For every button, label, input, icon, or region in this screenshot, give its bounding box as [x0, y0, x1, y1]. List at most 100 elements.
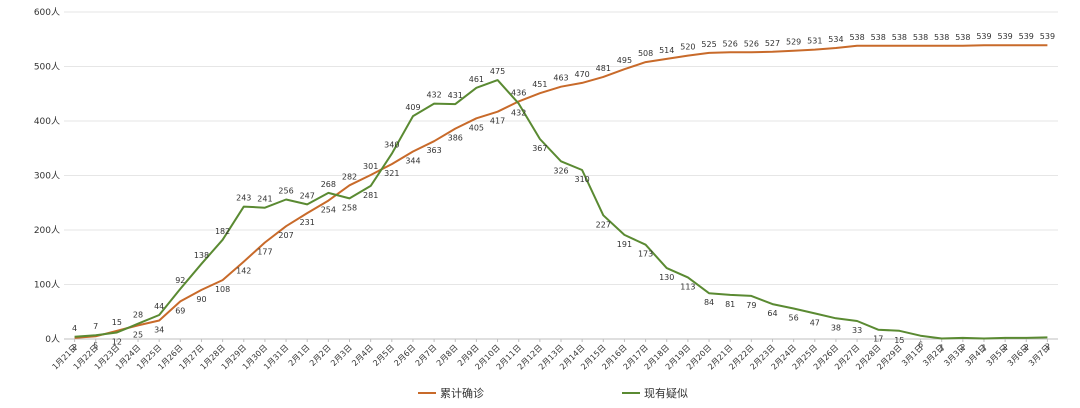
data-label: 90	[196, 295, 206, 304]
data-label: 281	[363, 191, 378, 200]
data-label: 15	[894, 336, 904, 345]
legend-label: 现有疑似	[644, 386, 688, 400]
data-label: 113	[680, 282, 695, 291]
data-label: 207	[278, 231, 293, 240]
data-label: 2	[960, 343, 965, 352]
data-label: 520	[680, 43, 695, 52]
data-label: 538	[849, 33, 864, 42]
x-tick-label: 2月3日	[329, 343, 354, 368]
data-label: 241	[257, 195, 272, 204]
data-label: 38	[831, 323, 841, 332]
data-label: 79	[746, 301, 756, 310]
data-label: 475	[490, 67, 505, 76]
y-tick-label: 600人	[34, 7, 60, 18]
data-label: 227	[596, 220, 611, 229]
data-label: 340	[384, 141, 399, 150]
series-line-1	[74, 44, 1048, 339]
data-label: 326	[553, 166, 568, 175]
data-label: 268	[321, 180, 336, 189]
y-axis-ticks: 0人 100人 200人 300人 400人 500人 600人	[34, 7, 60, 345]
data-label: 138	[194, 251, 209, 260]
series-lines	[74, 44, 1048, 340]
data-label: 344	[405, 157, 420, 166]
data-label: 84	[704, 298, 714, 307]
data-label: 5	[93, 341, 98, 350]
data-label: 495	[617, 56, 632, 65]
data-label: 47	[810, 318, 820, 327]
gridlines	[64, 11, 1058, 340]
data-label: 108	[215, 285, 230, 294]
data-label: 508	[638, 49, 653, 58]
data-label: 4	[72, 324, 77, 333]
data-label: 526	[744, 39, 759, 48]
data-label: 432	[511, 109, 526, 118]
data-label: 432	[426, 91, 441, 100]
data-label: 538	[934, 33, 949, 42]
data-label: 405	[469, 123, 484, 132]
data-label: 431	[448, 91, 463, 100]
data-label: 310	[575, 175, 590, 184]
data-label: 130	[659, 273, 674, 282]
data-label: 436	[511, 88, 526, 97]
data-label: 451	[532, 80, 547, 89]
data-label: 6	[918, 341, 923, 350]
legend-label: 累计确诊	[440, 386, 484, 400]
data-labels: 2 515253469901081421772072312542823013213…	[72, 32, 1055, 352]
data-label: 367	[532, 144, 547, 153]
data-label: 526	[723, 39, 738, 48]
data-label: 25	[133, 330, 143, 339]
data-label: 538	[871, 33, 886, 42]
data-label: 191	[617, 240, 632, 249]
y-tick-label: 400人	[34, 116, 60, 127]
data-label: 44	[154, 302, 164, 311]
data-label: 254	[321, 206, 336, 215]
legend: 累计确诊 现有疑似	[418, 386, 688, 400]
data-label: 231	[300, 218, 315, 227]
data-label: 1	[981, 343, 986, 352]
data-label: 363	[426, 146, 441, 155]
data-label: 64	[767, 309, 777, 318]
data-label: 3	[1045, 342, 1050, 351]
data-label: 417	[490, 117, 505, 126]
data-label: 17	[873, 335, 883, 344]
data-label: 470	[575, 70, 590, 79]
x-tick-label: 2月1日	[287, 343, 312, 368]
data-label: 56	[789, 313, 799, 322]
data-label: 2	[1003, 343, 1008, 352]
data-label: 282	[342, 172, 357, 181]
data-label: 539	[1019, 32, 1034, 41]
data-label: 481	[596, 64, 611, 73]
x-tick-label: 2月7日	[414, 343, 439, 368]
data-label: 247	[300, 191, 315, 200]
data-label: 301	[363, 162, 378, 171]
y-tick-label: 500人	[34, 62, 60, 73]
y-tick-label: 200人	[34, 225, 60, 236]
data-label: 258	[342, 203, 357, 212]
data-label: 538	[955, 33, 970, 42]
data-label: 2	[1024, 343, 1029, 352]
data-label: 539	[976, 32, 991, 41]
data-label: 15	[112, 318, 122, 327]
data-label: 409	[405, 103, 420, 112]
data-label: 539	[997, 32, 1012, 41]
data-label: 531	[807, 37, 822, 46]
data-label: 461	[469, 75, 484, 84]
data-label: 538	[892, 33, 907, 42]
data-label: 2	[72, 343, 77, 352]
data-label: 386	[448, 134, 463, 143]
data-label: 527	[765, 39, 780, 48]
x-tick-label: 2月2日	[308, 343, 333, 368]
data-label: 81	[725, 300, 735, 309]
x-tick-label: 2月4日	[350, 343, 375, 368]
x-tick-label: 2月8日	[435, 343, 460, 368]
series-line-2	[74, 79, 1048, 340]
data-label: 534	[828, 35, 843, 44]
data-label: 12	[112, 337, 122, 346]
data-label: 463	[553, 74, 568, 83]
data-label: 142	[236, 267, 251, 276]
data-label: 182	[215, 227, 230, 236]
y-tick-label: 0人	[45, 334, 60, 345]
y-tick-label: 300人	[34, 171, 60, 182]
data-label: 243	[236, 194, 251, 203]
